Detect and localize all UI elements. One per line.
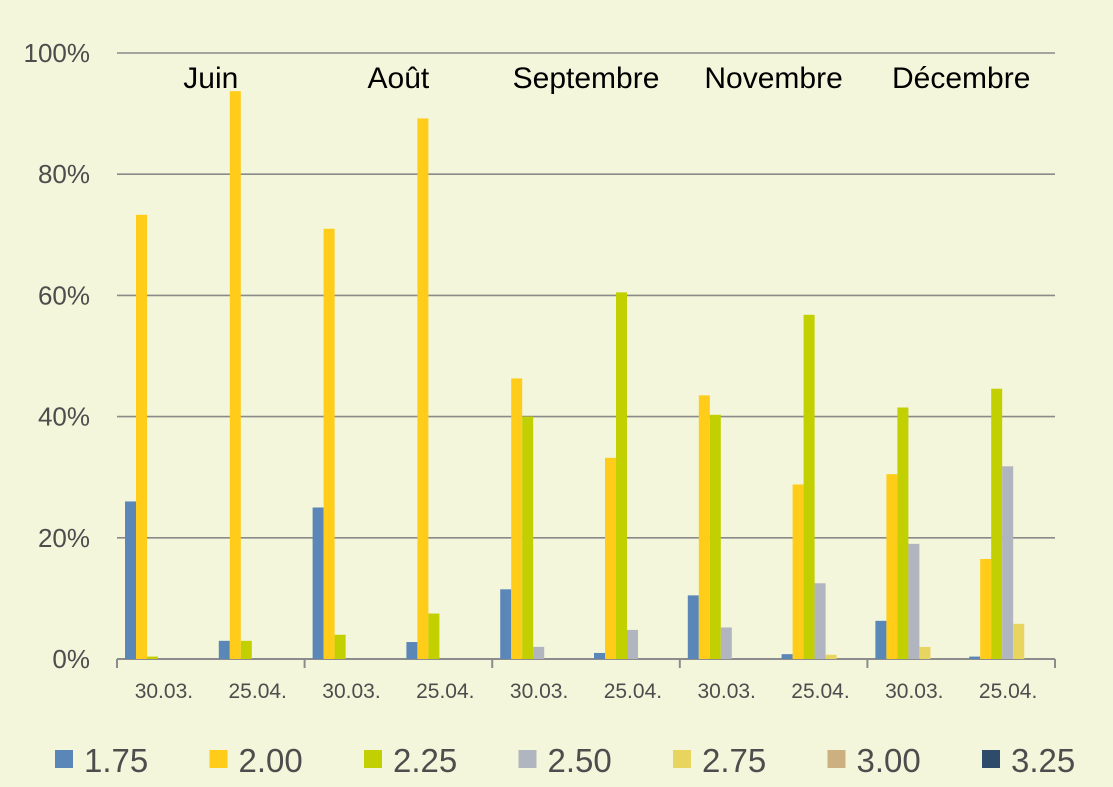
bar-1-75: [687, 595, 699, 659]
bar-1-75: [312, 507, 324, 659]
legend-swatch: [518, 750, 537, 768]
bar-2-25: [897, 407, 909, 659]
group-label: Juin: [183, 62, 238, 95]
bar-2-25: [240, 640, 252, 659]
legend-label: 2.75: [702, 742, 766, 779]
bar-1-75: [218, 640, 230, 659]
bar-2-00: [980, 559, 992, 659]
bar-2-00: [792, 484, 804, 659]
bar-2-25: [709, 414, 721, 659]
bar-2-50: [908, 543, 920, 659]
bar-2-50: [1002, 466, 1014, 659]
bar-2-25: [147, 656, 158, 659]
legend-swatch: [209, 750, 228, 768]
bar-1-75: [500, 589, 512, 659]
legend-label: 2.00: [239, 742, 303, 779]
bar-2-75: [825, 654, 837, 659]
group-label: Novembre: [704, 62, 842, 95]
group-label: Septembre: [513, 62, 660, 95]
x-tick-label: 30.03.: [135, 680, 193, 703]
bar-1-75: [594, 652, 605, 659]
legend-swatch: [364, 750, 382, 768]
y-tick-label: 60%: [38, 280, 90, 310]
bar-2-25: [522, 416, 534, 659]
legend-label: 2.50: [548, 742, 612, 779]
bar-2-50: [720, 627, 732, 659]
legend-label: 3.00: [857, 742, 921, 779]
x-tick-label: 25.04.: [416, 680, 474, 703]
bar-2-25: [334, 634, 346, 659]
bar-2-00: [136, 214, 147, 659]
legend-label: 3.25: [1011, 742, 1075, 779]
y-tick-label: 0%: [52, 644, 90, 674]
x-tick-label: 25.04.: [604, 680, 662, 703]
x-tick-label: 30.03.: [698, 680, 756, 703]
bar-2-00: [886, 474, 898, 659]
bar-2-00: [511, 378, 523, 659]
group-label: Décembre: [892, 62, 1030, 95]
legend-label: 1.75: [84, 742, 148, 779]
y-tick-label: 20%: [38, 523, 90, 553]
bar-1-75: [875, 620, 887, 659]
bar-2-25: [803, 314, 815, 659]
group-label: Août: [368, 62, 430, 95]
bar-2-75: [1013, 623, 1025, 659]
bar-2-00: [323, 228, 335, 660]
y-tick-label: 40%: [38, 402, 90, 432]
y-tick-label: 80%: [38, 159, 90, 189]
legend-label: 2.25: [393, 742, 457, 779]
x-tick-label: 30.03.: [510, 680, 568, 703]
bar-2-25: [428, 613, 440, 659]
legend-swatch: [55, 750, 73, 768]
legend-swatch: [982, 750, 1000, 768]
bar-1-75: [781, 654, 793, 659]
x-tick-label: 30.03.: [322, 680, 380, 703]
x-tick-label: 25.04.: [791, 680, 849, 703]
x-tick-label: 25.04.: [229, 680, 287, 703]
bar-2-00: [229, 91, 241, 660]
x-tick-label: 30.03.: [885, 680, 943, 703]
bar-2-50: [814, 583, 826, 659]
bar-2-75: [919, 646, 931, 659]
bar-2-00: [417, 118, 429, 659]
bar-2-50: [627, 629, 638, 659]
bar-2-25: [616, 292, 627, 659]
bar-1-75: [406, 642, 418, 659]
legend-swatch: [673, 750, 691, 768]
bar-2-00: [698, 395, 710, 659]
legend-swatch: [827, 750, 846, 768]
x-tick-label: 25.04.: [979, 680, 1037, 703]
bar-2-25: [991, 388, 1003, 659]
y-tick-label: 100%: [24, 38, 91, 68]
bar-2-00: [605, 457, 616, 659]
bar-2-50: [533, 646, 545, 659]
bar-1-75: [969, 656, 981, 659]
bar-1-75: [125, 501, 136, 659]
